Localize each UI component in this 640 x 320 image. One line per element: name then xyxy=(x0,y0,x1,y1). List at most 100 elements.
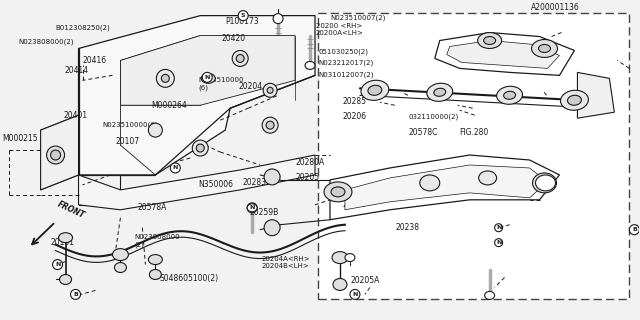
Polygon shape xyxy=(79,16,315,175)
Polygon shape xyxy=(79,155,315,210)
Text: 032110000(2): 032110000(2) xyxy=(408,114,458,120)
Text: 20204: 20204 xyxy=(238,82,262,91)
Ellipse shape xyxy=(332,252,348,264)
Ellipse shape xyxy=(305,61,315,69)
Text: M000264: M000264 xyxy=(151,101,186,110)
Text: N: N xyxy=(496,225,501,230)
Text: B015610452(2): B015610452(2) xyxy=(442,52,496,59)
Ellipse shape xyxy=(236,54,244,62)
Text: 20205A: 20205A xyxy=(351,276,380,285)
Text: M000215: M000215 xyxy=(2,134,38,143)
Polygon shape xyxy=(345,165,547,210)
Text: N: N xyxy=(55,262,60,267)
Polygon shape xyxy=(40,115,79,190)
Ellipse shape xyxy=(427,83,452,101)
Text: N: N xyxy=(205,75,210,80)
Ellipse shape xyxy=(70,289,81,300)
Ellipse shape xyxy=(629,225,639,235)
Ellipse shape xyxy=(361,80,388,100)
Text: 20285: 20285 xyxy=(342,97,366,106)
Text: S048605100(2): S048605100(2) xyxy=(159,274,218,283)
Polygon shape xyxy=(435,33,575,76)
Text: 20204A<RH>
20204B<LH>: 20204A<RH> 20204B<LH> xyxy=(261,256,310,269)
Ellipse shape xyxy=(273,14,283,24)
Text: N023510000(6): N023510000(6) xyxy=(103,121,158,128)
Text: 20206: 20206 xyxy=(342,112,367,121)
Text: 20238: 20238 xyxy=(396,223,419,232)
Ellipse shape xyxy=(263,83,277,97)
Ellipse shape xyxy=(149,269,161,279)
Ellipse shape xyxy=(156,69,174,87)
Text: N: N xyxy=(496,240,501,245)
Ellipse shape xyxy=(60,275,72,284)
Ellipse shape xyxy=(568,95,581,105)
Text: N023808000
(2): N023808000 (2) xyxy=(135,235,180,248)
Ellipse shape xyxy=(324,182,352,202)
Ellipse shape xyxy=(477,33,502,49)
Ellipse shape xyxy=(504,91,516,99)
Ellipse shape xyxy=(51,150,61,160)
Text: 20280A: 20280A xyxy=(296,158,325,167)
Text: N350006: N350006 xyxy=(198,180,234,189)
Text: B012308250(2): B012308250(2) xyxy=(55,25,109,31)
Polygon shape xyxy=(577,72,614,118)
Text: FRONT: FRONT xyxy=(56,199,86,220)
Text: 20578C: 20578C xyxy=(408,128,438,137)
Ellipse shape xyxy=(113,249,129,260)
Text: 20401: 20401 xyxy=(63,111,88,120)
Text: N023510000
(6): N023510000 (6) xyxy=(198,77,244,91)
Ellipse shape xyxy=(350,289,360,300)
Ellipse shape xyxy=(368,85,382,95)
Text: FIG.280: FIG.280 xyxy=(460,128,488,137)
Ellipse shape xyxy=(333,278,347,291)
Ellipse shape xyxy=(264,169,280,185)
Ellipse shape xyxy=(161,74,170,82)
Text: A200001136: A200001136 xyxy=(531,3,579,12)
Ellipse shape xyxy=(532,173,557,193)
Text: N: N xyxy=(250,205,255,210)
Text: N: N xyxy=(173,165,178,171)
Text: N023510007(2): N023510007(2) xyxy=(330,14,385,20)
Ellipse shape xyxy=(47,146,65,164)
Ellipse shape xyxy=(331,187,345,197)
Text: 20259B: 20259B xyxy=(250,208,279,217)
Text: 20416: 20416 xyxy=(83,56,107,65)
Ellipse shape xyxy=(538,44,550,52)
Ellipse shape xyxy=(561,90,588,110)
Ellipse shape xyxy=(52,260,63,269)
Ellipse shape xyxy=(267,87,273,93)
Ellipse shape xyxy=(532,40,557,58)
Ellipse shape xyxy=(201,73,215,83)
Text: B: B xyxy=(632,227,637,232)
Ellipse shape xyxy=(202,72,212,82)
Text: 20414: 20414 xyxy=(65,66,89,75)
Text: N023808000(2): N023808000(2) xyxy=(19,38,74,45)
Ellipse shape xyxy=(479,171,497,185)
Ellipse shape xyxy=(495,224,502,232)
Ellipse shape xyxy=(59,233,72,243)
Ellipse shape xyxy=(192,140,208,156)
Ellipse shape xyxy=(115,262,127,273)
Ellipse shape xyxy=(264,220,280,236)
Text: P100173: P100173 xyxy=(225,17,259,26)
Text: 20107: 20107 xyxy=(116,137,140,146)
Ellipse shape xyxy=(148,123,163,137)
Ellipse shape xyxy=(232,51,248,67)
Ellipse shape xyxy=(247,203,257,213)
Ellipse shape xyxy=(484,36,495,44)
Ellipse shape xyxy=(495,239,502,247)
Text: 20283: 20283 xyxy=(242,179,266,188)
Text: 20420: 20420 xyxy=(221,34,245,43)
Text: N: N xyxy=(352,292,358,297)
Ellipse shape xyxy=(434,88,445,96)
Ellipse shape xyxy=(247,204,257,212)
Ellipse shape xyxy=(484,292,495,300)
Ellipse shape xyxy=(345,253,355,261)
Text: 20280: 20280 xyxy=(342,200,366,209)
Bar xyxy=(318,13,629,300)
Polygon shape xyxy=(447,41,559,68)
Ellipse shape xyxy=(497,86,522,104)
Text: B: B xyxy=(73,292,78,297)
Ellipse shape xyxy=(536,175,556,191)
Text: N023212017(2): N023212017(2) xyxy=(319,60,374,66)
